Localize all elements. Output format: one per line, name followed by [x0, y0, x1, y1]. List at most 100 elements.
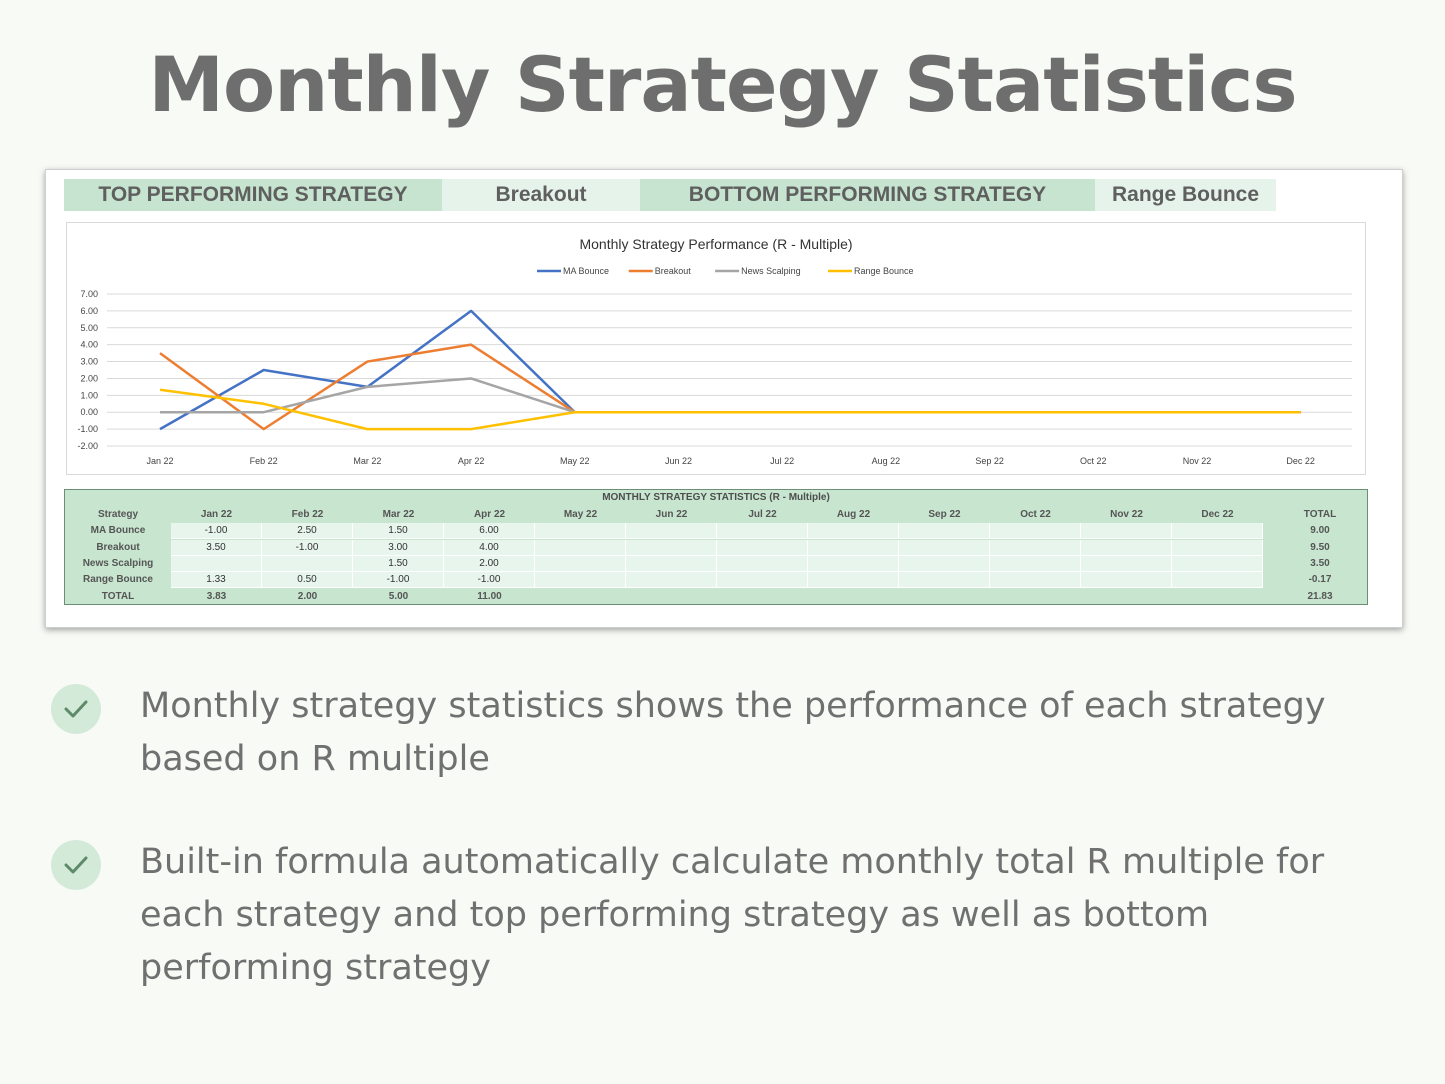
column-header: Jul 22	[748, 509, 777, 520]
table-title: MONTHLY STRATEGY STATISTICS (R - Multipl…	[602, 492, 830, 503]
table-cell	[717, 539, 808, 556]
table-cell: 4.00	[444, 539, 535, 556]
table-cell: 3.00	[353, 539, 444, 556]
table-cell	[1172, 572, 1263, 589]
row-total: 9.50	[1310, 541, 1330, 553]
bottom-performing-value: Range Bounce	[1095, 179, 1276, 211]
column-header: Apr 22	[473, 509, 506, 520]
total-cell: 5.00	[388, 590, 409, 602]
table-cell	[899, 539, 990, 556]
total-cell	[626, 589, 717, 605]
table-cell: 1.33	[171, 572, 262, 589]
table-cell: 2.00	[444, 555, 535, 572]
y-tick-label: 5.00	[80, 323, 98, 333]
legend-entry: Breakout	[655, 266, 692, 276]
y-tick-label: -1.00	[77, 424, 98, 434]
table-cell	[899, 523, 990, 540]
total-cell	[990, 589, 1081, 605]
table-cell	[1172, 555, 1263, 572]
table-cell	[626, 539, 717, 556]
table-cell	[808, 555, 899, 572]
y-tick-label: 6.00	[80, 306, 98, 316]
table-cell	[535, 539, 626, 556]
table-cell: -1.00	[171, 523, 262, 540]
table-cell	[717, 523, 808, 540]
table-cell	[1172, 523, 1263, 540]
row-total: 9.00	[1310, 525, 1330, 537]
table-cell	[535, 523, 626, 540]
table-cell	[899, 555, 990, 572]
x-tick-label: Feb 22	[250, 456, 278, 466]
column-header: Nov 22	[1110, 509, 1143, 520]
x-tick-label: Jan 22	[146, 456, 173, 466]
column-header: TOTAL	[1303, 509, 1337, 520]
total-cell	[535, 589, 626, 605]
table-cell	[535, 572, 626, 589]
column-header: Jan 22	[200, 509, 233, 520]
total-cell	[1172, 589, 1263, 605]
x-tick-label: Nov 22	[1183, 456, 1212, 466]
x-tick-label: Dec 22	[1286, 456, 1315, 466]
total-cell: 2.00	[297, 590, 318, 602]
page-title: Monthly Strategy Statistics	[148, 40, 1297, 129]
table-cell	[626, 523, 717, 540]
table-cell: 6.00	[444, 523, 535, 540]
x-tick-label: May 22	[560, 456, 590, 466]
x-tick-label: Aug 22	[872, 456, 901, 466]
table-cell	[626, 572, 717, 589]
total-cell	[899, 589, 990, 605]
total-cell	[717, 589, 808, 605]
column-header: Dec 22	[1201, 509, 1234, 520]
table-cell	[808, 539, 899, 556]
check-icon	[51, 684, 101, 734]
y-tick-label: 3.00	[80, 357, 98, 367]
table-cell: -1.00	[444, 572, 535, 589]
grand-total: 21.83	[1307, 590, 1333, 602]
table-cell	[990, 523, 1081, 540]
row-total: 3.50	[1310, 557, 1330, 569]
legend-entry: News Scalping	[741, 266, 801, 276]
table-cell	[717, 555, 808, 572]
table-cell	[1081, 523, 1172, 540]
table-cell	[899, 572, 990, 589]
total-cell: 11.00	[477, 590, 502, 602]
chart-title: Monthly Strategy Performance (R - Multip…	[579, 236, 852, 252]
row-label: Range Bounce	[82, 574, 153, 586]
table-cell	[717, 572, 808, 589]
column-header: Aug 22	[836, 509, 871, 520]
table-cell	[171, 555, 262, 572]
column-header: Sep 22	[928, 509, 961, 520]
table-cell: 2.50	[262, 523, 353, 540]
total-row-label: TOTAL	[101, 590, 135, 602]
check-icon	[51, 840, 101, 890]
total-cell	[808, 589, 899, 605]
y-tick-label: -2.00	[77, 441, 98, 451]
column-header: Mar 22	[382, 509, 415, 520]
bullet-text-2: Built-in formula automatically calculate…	[140, 842, 1325, 988]
total-cell	[1081, 589, 1172, 605]
row-total: -0.17	[1308, 574, 1332, 586]
row-label: News Scalping	[82, 557, 154, 569]
legend-entry: MA Bounce	[563, 266, 609, 276]
y-tick-label: 7.00	[80, 289, 98, 299]
table-cell	[808, 572, 899, 589]
table-cell: 1.50	[353, 555, 444, 572]
total-cell: 3.83	[206, 590, 227, 602]
chart-canvas: Monthly Strategy Performance (R - Multip…	[77, 236, 1352, 466]
table-cell	[808, 523, 899, 540]
line-chart: Monthly Strategy Performance (R - Multip…	[66, 222, 1366, 475]
x-tick-label: Mar 22	[353, 456, 381, 466]
table-cell: 0.50	[262, 572, 353, 589]
table-cell: -1.00	[353, 572, 444, 589]
row-label: MA Bounce	[90, 525, 146, 537]
legend-entry: Range Bounce	[854, 266, 914, 276]
series-line	[159, 388, 1301, 431]
table-cell: 3.50	[171, 539, 262, 556]
column-header: Strategy	[97, 509, 138, 520]
statistics-table: MONTHLY STRATEGY STATISTICS (R - Multipl…	[64, 489, 1368, 605]
series-line	[159, 343, 1301, 431]
table-cell	[1172, 539, 1263, 556]
table-cell	[990, 539, 1081, 556]
y-tick-label: 2.00	[80, 373, 98, 383]
top-performing-value: Breakout	[442, 179, 640, 211]
